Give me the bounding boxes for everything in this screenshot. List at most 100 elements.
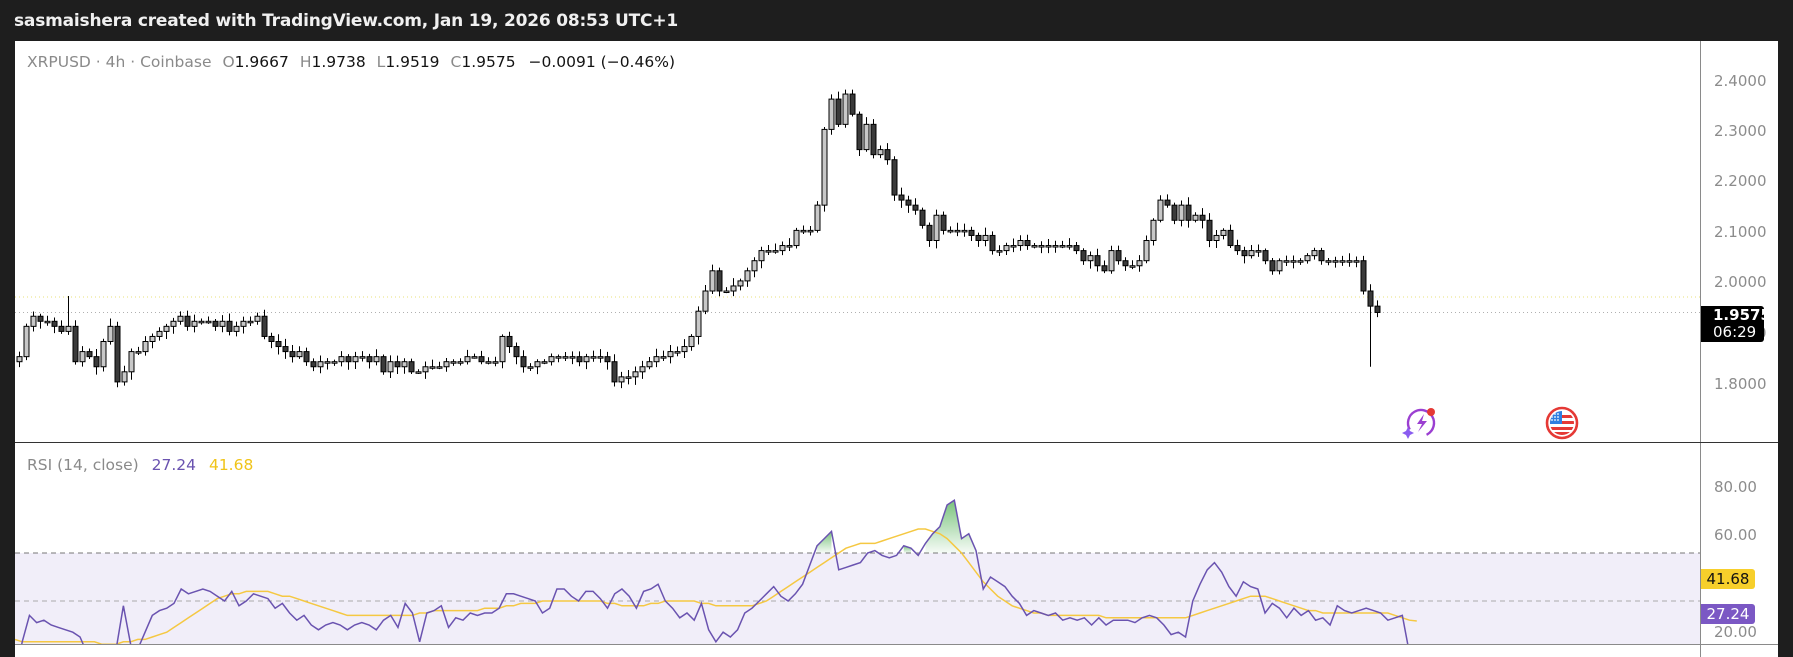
candle [1059,240,1066,249]
rsi-value: 27.24 [151,456,197,474]
top-bar: sasmaishera created with TradingView.com… [0,0,1793,41]
candle [793,227,800,249]
symbol-name[interactable]: XRPUSD · 4h · Coinbase [27,53,212,71]
price-tick: 2.4000 [1714,72,1767,90]
candle [1318,247,1325,265]
open-label: O [222,53,235,71]
candle [23,323,30,361]
candle [324,358,331,370]
candle [226,313,233,336]
symbol-legend: XRPUSD · 4h · Coinbase O1.9667 H1.9738 L… [27,53,675,71]
candle [625,370,632,385]
candle [527,363,534,371]
credit-text: sasmaishera created with TradingView.com… [14,11,678,31]
candle [541,359,548,365]
candle [653,348,660,368]
candle [891,156,898,201]
candle [198,318,205,325]
candle [485,357,492,365]
candle [1374,300,1381,318]
ai-insight-icon[interactable] [1400,403,1440,443]
candle [1185,197,1192,228]
candle [1010,238,1017,253]
candle [590,350,597,362]
rsi-tick: 80.00 [1714,478,1757,496]
candle [1276,258,1283,275]
candle [16,351,23,368]
candle [310,358,317,372]
candle [471,353,478,359]
last-price-tag: 1.9575 06:29 [1701,306,1771,342]
candle [688,334,695,351]
candle [394,355,401,375]
candle [1017,235,1024,251]
candle [1108,245,1115,274]
rsi-chart[interactable] [15,443,1700,645]
candle [849,89,856,117]
candle [436,361,443,370]
candle [338,351,345,367]
candle [345,354,352,370]
chart-panel: XRPUSD · 4h · Coinbase O1.9667 H1.9738 L… [15,41,1778,657]
candle [1101,260,1108,274]
close-value: 1.9575 [461,53,516,71]
candle [863,117,870,152]
candle [30,311,37,332]
candle [975,232,982,247]
candle [1346,253,1353,267]
candle [1360,255,1367,295]
candle [835,91,842,128]
candle [814,201,821,233]
candle [737,278,744,291]
candle [716,267,723,297]
candle [1304,253,1311,264]
candle [380,354,387,375]
candle [611,354,618,387]
candle [1115,245,1122,265]
candle [72,320,79,365]
candle [828,94,835,135]
candle [275,334,282,355]
candle [674,346,681,357]
rsi-line [20,498,1409,645]
candle [702,284,709,315]
candle [1367,284,1374,367]
candle [1213,229,1220,249]
candle [548,353,555,366]
candle [884,143,891,165]
candle [1157,195,1164,223]
candle [597,349,604,363]
candle [268,332,275,349]
candle [1227,224,1234,248]
candle [520,350,527,373]
candle [583,353,590,370]
price-tick: 2.0000 [1714,273,1767,291]
candle [429,359,436,370]
candle [352,351,359,370]
candle [989,231,996,255]
candle [107,318,114,345]
time-axis-border [15,644,1778,645]
candle [415,369,422,374]
candle [51,317,58,334]
candle [450,359,457,366]
price-chart[interactable] [15,41,1700,442]
candle [233,321,240,337]
candle [1283,255,1290,266]
candle [800,225,807,234]
rsi-title[interactable]: RSI (14, close) [27,456,139,474]
candle [254,312,261,325]
candle [1199,208,1206,229]
candle [961,223,968,237]
pane-divider[interactable] [15,442,1778,443]
us-economic-event-icon[interactable] [1542,403,1582,443]
candle [1332,256,1339,268]
rsi-legend: RSI (14, close) 27.24 41.68 [27,456,253,474]
candle [1220,228,1227,240]
rsi-tick: 60.00 [1714,526,1757,544]
candle [478,350,485,365]
candle [933,209,940,249]
candle [821,127,828,212]
candle [982,227,989,247]
candle [93,348,100,375]
